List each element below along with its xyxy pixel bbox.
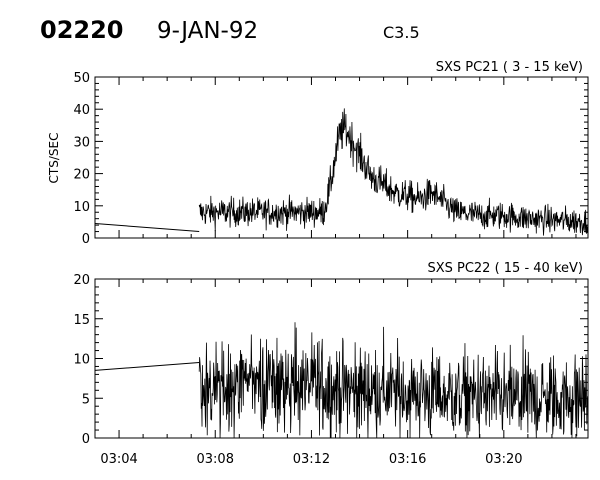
y-tick-label: 0	[82, 432, 90, 447]
x-tick-label: 03:20	[485, 452, 522, 467]
y-tick-label: 5	[82, 392, 90, 407]
panel-pc21-ticks: 0 10 20 30 40 50	[73, 71, 588, 247]
panel-pc22-ticks: 0 5 10 15 20 03:04 03:08 03:12 03:16 03:20	[73, 273, 588, 467]
y-tick-label: 40	[73, 103, 90, 118]
flare-class: C3.5	[383, 23, 420, 42]
event-date: 9-JAN-92	[157, 18, 258, 44]
data-gap-line	[94, 361, 200, 371]
y-tick-label: 20	[73, 168, 90, 183]
event-id: 02220	[40, 16, 124, 44]
y-tick-label: 30	[73, 135, 90, 150]
panel-pc21-frame	[94, 76, 589, 239]
panel-pc22-data	[94, 322, 589, 439]
y-tick-label: 20	[73, 273, 90, 288]
x-tick-label: 03:04	[100, 452, 137, 467]
panel-pc22: SXS PC22 ( 15 - 40 keV) 0 5 10 15 20 03:04 03:…	[73, 261, 589, 467]
panel-pc21: SXS PC21 ( 3 - 15 keV) CTS/SEC 0 10 20 30 40…	[47, 60, 589, 247]
y-tick-label: 15	[73, 313, 90, 328]
panel-pc21-title: SXS PC21 ( 3 - 15 keV)	[436, 60, 583, 75]
y-axis-label: CTS/SEC	[47, 133, 61, 184]
y-tick-label: 10	[73, 353, 90, 368]
y-tick-label: 0	[82, 232, 90, 247]
panel-pc21-data	[94, 108, 589, 239]
count-rate-series	[198, 322, 589, 439]
data-gap-line	[94, 223, 200, 233]
x-tick-label: 03:08	[197, 452, 234, 467]
y-tick-label: 50	[73, 71, 90, 86]
x-tick-label: 03:12	[293, 452, 330, 467]
panel-pc22-title: SXS PC22 ( 15 - 40 keV)	[427, 261, 583, 276]
x-tick-label: 03:16	[389, 452, 426, 467]
count-rate-series	[198, 108, 589, 239]
y-tick-label: 10	[73, 200, 90, 215]
